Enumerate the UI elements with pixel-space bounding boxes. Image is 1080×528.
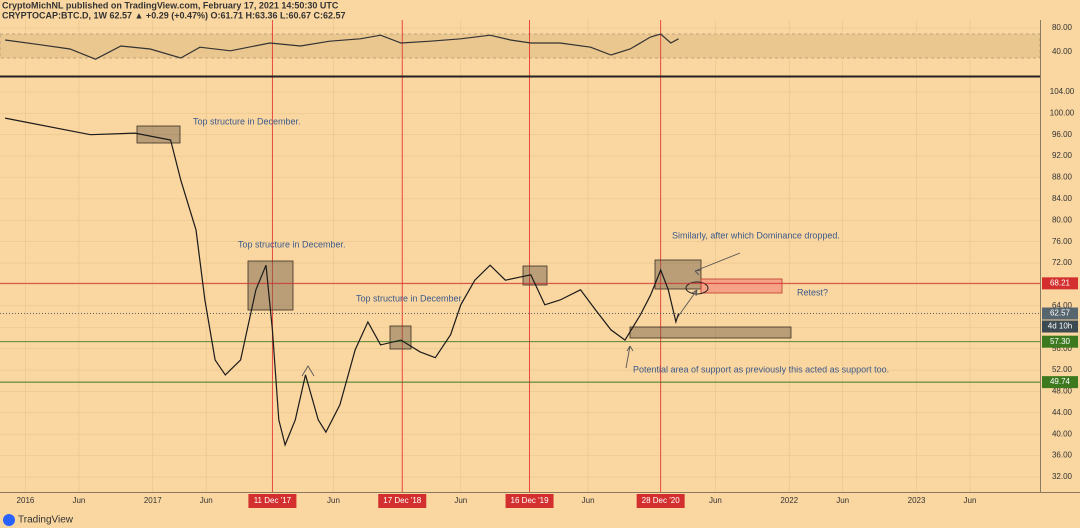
y-tick-label: 36.00 — [1052, 451, 1073, 460]
x-tick-label: Jun — [836, 496, 849, 505]
logo-bg — [0, 512, 80, 528]
countdown-bg — [1042, 320, 1078, 333]
y-tick-label: 52.00 — [1052, 365, 1073, 374]
annotation: Retest? — [797, 287, 828, 297]
series-line — [4, 117, 680, 447]
x-tick-label: Jun — [72, 496, 85, 505]
logo-icon — [3, 514, 15, 526]
annotation: Similarly, after which Dominance dropped… — [672, 230, 840, 240]
retest-box — [700, 278, 783, 294]
x-tick-label: 16 Dec '19 — [511, 496, 550, 505]
y-tick-label: 84.00 — [1052, 194, 1073, 203]
x-tick-label: 11 Dec '17 — [254, 496, 292, 505]
y-tick-label: 32.00 — [1052, 472, 1073, 481]
x-tick-label: Jun — [327, 496, 340, 505]
annotation: Top structure in December. — [356, 293, 464, 303]
x-tick-label: Jun — [582, 496, 595, 505]
arrow — [301, 365, 315, 377]
arrow — [625, 345, 634, 369]
x-tick-label: 2016 — [17, 496, 35, 505]
x-tick-highlight — [636, 494, 685, 508]
logo: TradingView — [18, 515, 74, 526]
x-tick-label: 17 Dec '18 — [383, 496, 422, 505]
annotation: Top structure in December. — [238, 239, 346, 249]
x-tick-label: Jun — [964, 496, 977, 505]
x-tick-label: 2017 — [144, 496, 162, 505]
y-tick-label: 40.00 — [1052, 429, 1073, 438]
arrow — [694, 252, 741, 276]
y-tick-label: 88.00 — [1052, 173, 1073, 182]
x-tick-label: Jun — [454, 496, 467, 505]
box — [136, 125, 181, 144]
arrow — [676, 289, 698, 319]
box — [629, 326, 792, 339]
x-tick-label: 28 Dec '20 — [642, 496, 681, 505]
y-tick-label: 100.00 — [1050, 108, 1075, 117]
y-tick-label: 72.00 — [1052, 258, 1073, 267]
rsi-band — [0, 33, 1041, 59]
price-label: 57.30 — [1050, 337, 1071, 346]
y-tick-label: 56.00 — [1052, 344, 1073, 353]
x-tick-label: Jun — [200, 496, 213, 505]
header-symbol: CRYPTOCAP:BTC.D, 1W 62.57 ▲ +0.29 (+0.47… — [2, 10, 346, 20]
x-tick-highlight — [248, 494, 297, 508]
box — [247, 260, 294, 311]
x-tick-label: Jun — [709, 496, 722, 505]
price-label: 68.21 — [1050, 278, 1071, 287]
header-author: CryptoMichNL published on TradingView.co… — [2, 0, 339, 10]
box — [389, 325, 412, 350]
y-tick-label: 96.00 — [1052, 130, 1073, 139]
price-label-bg — [1042, 277, 1078, 290]
x-tick-highlight — [378, 494, 427, 508]
boxes — [136, 125, 792, 350]
price-label-bg — [1042, 307, 1078, 320]
annotation: Top structure in December. — [193, 116, 301, 126]
y-tick-label: 104.00 — [1050, 87, 1075, 96]
countdown: 4d 10h — [1048, 322, 1072, 331]
y-tick-label: 44.00 — [1052, 408, 1073, 417]
x-tick-label: 2022 — [780, 496, 798, 505]
y-tick-label: 92.00 — [1052, 151, 1073, 160]
arrows — [301, 252, 741, 377]
price-label-bg — [1042, 335, 1078, 348]
price-label: 49.74 — [1050, 377, 1071, 386]
y-tick-label: 64.00 — [1052, 301, 1073, 310]
x-tick-highlight — [505, 494, 554, 508]
y-tick-label: 48.00 — [1052, 387, 1073, 396]
annotation: Potential area of support as previously … — [633, 364, 889, 374]
price-label-bg — [1042, 376, 1078, 389]
y-tick-label: 80.00 — [1052, 215, 1073, 224]
y-tick-label: 76.00 — [1052, 237, 1073, 246]
circle — [685, 281, 709, 295]
y-tick-label: 40.00 — [1052, 47, 1073, 56]
y-tick-label: 80.00 — [1052, 23, 1073, 32]
price-label: 62.57 — [1050, 309, 1071, 318]
x-tick-label: 2023 — [908, 496, 926, 505]
series-line — [5, 33, 679, 60]
